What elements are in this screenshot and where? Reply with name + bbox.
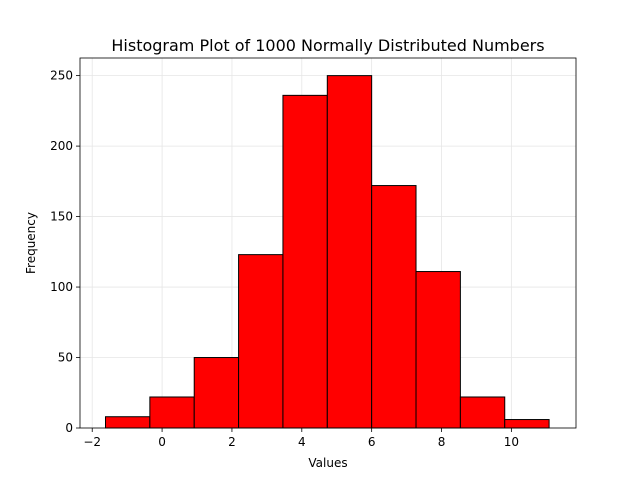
y-tick-label: 0: [65, 421, 73, 435]
histogram-bar: [371, 185, 417, 429]
x-tick-label: 6: [368, 435, 376, 449]
histogram-bar: [149, 396, 195, 429]
histogram-bar: [504, 419, 550, 429]
histogram-bar: [238, 254, 284, 429]
x-tick-label: 2: [228, 435, 236, 449]
histogram-bar: [415, 271, 461, 429]
y-tick-label: 100: [50, 280, 73, 294]
histogram-bar: [459, 396, 506, 429]
histogram-bar: [193, 357, 240, 429]
plot-frame: [79, 57, 577, 429]
x-tick-label: 0: [158, 435, 166, 449]
x-tick-label: 8: [438, 435, 446, 449]
x-axis-label: Values: [308, 456, 347, 470]
histogram-bars: [104, 75, 550, 429]
y-axis-label: Frequency: [24, 212, 38, 274]
x-axis-ticks: −2 0 2 4 6 8 10: [83, 428, 519, 449]
y-axis-ticks: 0 50 100 150 200 250: [50, 69, 80, 435]
x-tick-label: 4: [298, 435, 306, 449]
histogram-bar: [104, 416, 151, 429]
histogram-bar: [282, 94, 328, 429]
chart-title: Histogram Plot of 1000 Normally Distribu…: [111, 36, 544, 55]
y-tick-label: 150: [50, 210, 73, 224]
histogram-bar: [326, 75, 373, 429]
x-tick-label: 10: [504, 435, 519, 449]
y-tick-label: 250: [50, 69, 73, 83]
y-tick-label: 50: [58, 351, 73, 365]
y-tick-label: 200: [50, 139, 73, 153]
x-tick-label: −2: [83, 435, 101, 449]
